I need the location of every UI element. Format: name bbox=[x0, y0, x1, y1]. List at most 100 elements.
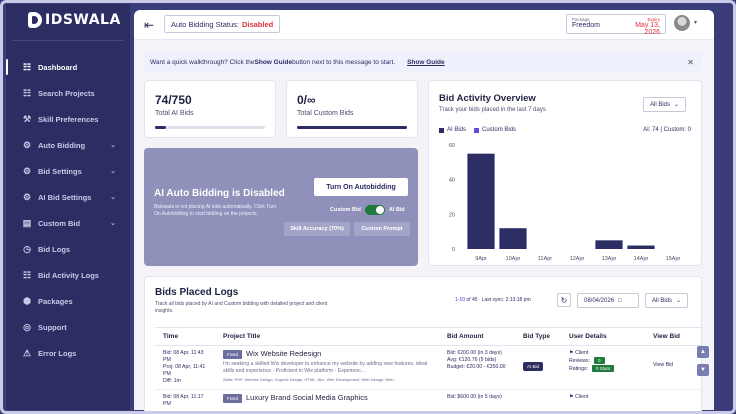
ai-bids-count: 74/750 bbox=[155, 93, 192, 107]
walkthrough-text-after: button next to this message to start. bbox=[292, 58, 396, 66]
sidebar-item-label: Dashboard bbox=[38, 62, 78, 72]
x-tick-label: 11Apr bbox=[538, 256, 552, 262]
project-skills: Skills: PHP, Website Design, Graphic Des… bbox=[223, 377, 397, 382]
sidebar-item-bid-activity-logs[interactable]: ☷ Bid Activity Logs bbox=[12, 262, 124, 288]
bid-mode-toggle[interactable] bbox=[364, 205, 385, 215]
chart-legend: AI Bids Custom Bids bbox=[439, 127, 516, 133]
sidebar-item-dashboard[interactable]: ☷ Dashboard bbox=[6, 54, 124, 80]
date-filter-input[interactable]: 08/04/2026 □ bbox=[577, 293, 639, 308]
flag-icon: ⚑ bbox=[569, 350, 574, 356]
bar-10Apr[interactable] bbox=[499, 228, 527, 249]
sidebar-item-packages[interactable]: ⬢ Packages bbox=[12, 288, 124, 314]
show-guide-link[interactable]: Show Guide bbox=[407, 58, 445, 66]
bid-type-badge: AI Bid bbox=[523, 362, 544, 371]
bid-average: Avg: €120.76 (9 bids) bbox=[447, 357, 497, 363]
bid-mode-toggle-row: Custom Bid AI Bid bbox=[330, 205, 405, 215]
scroll-down-button[interactable]: ▼ bbox=[697, 364, 709, 376]
project-title[interactable]: Wix Website Redesign bbox=[246, 349, 322, 358]
column-header[interactable]: Bid Amount bbox=[439, 327, 515, 346]
status-value: Disabled bbox=[241, 19, 274, 29]
y-tick-label: 60 bbox=[449, 143, 455, 149]
sidebar-item-bid-settings[interactable]: ⚙ Bid Settings ⌄ bbox=[12, 158, 124, 184]
view-bid-link[interactable]: View Bid bbox=[653, 362, 674, 368]
chevron-down-icon[interactable]: ▾ bbox=[694, 20, 698, 26]
package-label: Package bbox=[572, 17, 590, 22]
sidebar-item-skill-preferences[interactable]: ⚒ Skill Preferences bbox=[12, 106, 124, 132]
legend-ai-label: AI Bids bbox=[447, 127, 467, 133]
bar-13Apr[interactable] bbox=[595, 240, 623, 249]
refresh-icon[interactable]: ↻ bbox=[557, 293, 571, 307]
sidebar-item-label: Search Projects bbox=[38, 88, 95, 98]
table-row[interactable]: Bid: 08 Apr, 11:17 PM Fixed Luxury Brand S… bbox=[155, 389, 703, 413]
search-projects-icon: ☷ bbox=[22, 87, 32, 98]
custom-prompt-button[interactable]: Custom Prompt bbox=[354, 222, 410, 236]
sidebar-item-label: Custom Bid bbox=[38, 218, 81, 228]
custom-bids-stat-card: 0/∞ Total Custom Bids bbox=[286, 80, 418, 138]
avatar[interactable] bbox=[674, 15, 690, 31]
gear-icon: ⚙ bbox=[22, 191, 32, 202]
bar-9Apr[interactable] bbox=[467, 153, 495, 249]
column-header[interactable]: Project Title bbox=[215, 327, 439, 346]
sidebar-item-search-projects[interactable]: ☷ Search Projects bbox=[12, 80, 124, 106]
sidebar-item-support[interactable]: ◎ Support bbox=[12, 314, 124, 340]
collapse-menu-icon[interactable]: ⇤ bbox=[144, 18, 155, 32]
pagination-range: 1-10 bbox=[455, 297, 466, 303]
sidebar-item-label: Bid Settings bbox=[38, 166, 82, 176]
last-sync: Last sync: 2:13:18 pm bbox=[481, 297, 531, 303]
chevron-down-icon: ⌄ bbox=[110, 168, 116, 175]
table-row[interactable]: Bid: 08 Apr, 11:43 PM Proj: 08 Apr, 11:41… bbox=[155, 345, 703, 390]
dashboard-main: Want a quick walkthrough? Click the Show… bbox=[134, 40, 714, 414]
package-value: Freedom bbox=[572, 22, 601, 29]
column-header[interactable]: User Details bbox=[561, 327, 645, 346]
brand-logo[interactable]: IDSWALA bbox=[28, 12, 121, 28]
ai-bids-progress-fill bbox=[155, 126, 166, 129]
bid-activity-chart: 0 20 40 60 9Apr 10Apr 11Apr 12Apr 13Apr 14Apr 15Ap… bbox=[449, 143, 681, 262]
bid-time: Bid: 08 Apr, 11:43 PM bbox=[163, 350, 204, 363]
bar-14Apr[interactable] bbox=[627, 245, 655, 249]
sidebar-item-bid-logs[interactable]: ◷ Bid Logs bbox=[12, 236, 124, 262]
legend-custom-swatch bbox=[474, 127, 480, 133]
pagination-info: 1-10 of 45 Last sync: 2:13:18 pm bbox=[455, 297, 531, 303]
sidebar-item-label: Packages bbox=[38, 296, 73, 306]
walkthrough-text-before: Want a quick walkthrough? Click the bbox=[150, 58, 255, 66]
chevron-down-icon: ⌄ bbox=[110, 142, 116, 149]
close-icon[interactable]: ✕ bbox=[687, 57, 694, 67]
sidebar-item-auto-bidding[interactable]: ⚙ Auto Bidding ⌄ bbox=[12, 132, 124, 158]
bid-amount: Bid: $600.00 (in 5 days) bbox=[447, 394, 502, 400]
custom-bids-count: 0/∞ bbox=[297, 93, 316, 107]
bids-logs-card: Bids Placed Logs Track all bids placed b… bbox=[144, 276, 703, 414]
sidebar-item-custom-bid[interactable]: ▤ Custom Bid ⌄ bbox=[12, 210, 124, 236]
legend-custom-label: Custom Bids bbox=[482, 127, 517, 133]
project-time: Proj: 08 Apr, 11:41 PM bbox=[163, 364, 206, 377]
x-tick-label: 14Apr bbox=[634, 256, 649, 262]
scroll-up-button[interactable]: ▲ bbox=[697, 346, 709, 358]
tools-icon: ⚒ bbox=[22, 113, 32, 124]
custom-bids-progress-fill bbox=[297, 126, 407, 129]
ratings-badge: 0 Stars bbox=[592, 365, 615, 372]
legend-ai: AI Bids bbox=[439, 127, 466, 133]
logs-filter-value: All Bids bbox=[652, 297, 673, 304]
sidebar-item-ai-bid-settings[interactable]: ⚙ AI Bid Settings ⌄ bbox=[12, 184, 124, 210]
expiry-value: May 13, 2026 bbox=[635, 22, 660, 36]
sidebar-item-label: Error Logs bbox=[38, 348, 77, 358]
column-header[interactable]: View Bid bbox=[645, 327, 703, 346]
skill-accuracy-button[interactable]: Skill Accuracy (70%) bbox=[284, 222, 350, 236]
pagination-total: of 45 bbox=[465, 297, 478, 303]
column-header[interactable]: Time bbox=[155, 327, 215, 346]
expiry-label: Expiry bbox=[647, 17, 660, 22]
sidebar-item-error-logs[interactable]: ⚠ Error Logs bbox=[12, 340, 124, 366]
chart-filter-select[interactable]: All Bids ⌄ bbox=[643, 97, 687, 112]
turn-on-autobidding-button[interactable]: Turn On Autobidding bbox=[314, 178, 408, 196]
sidebar-menu: ☷ Dashboard ☷ Search Projects ⚒ Skill Prefere… bbox=[6, 54, 124, 366]
reviews-label: Reviews: bbox=[569, 358, 591, 364]
ratings-label: Ratings: bbox=[569, 366, 589, 372]
project-title[interactable]: Luxury Brand Social Media Graphics bbox=[246, 393, 368, 402]
project-type-tag: Fixed bbox=[223, 394, 243, 403]
chart-summary: AI: 74 | Custom: 0 bbox=[643, 127, 691, 133]
time-diff: Diff: 1m bbox=[163, 378, 181, 384]
column-header[interactable]: Bid Type bbox=[515, 327, 561, 346]
x-tick-label: 15Apr bbox=[666, 256, 681, 262]
client-label: Client bbox=[575, 350, 589, 356]
logs-filter-select[interactable]: All Bids ⌄ bbox=[645, 293, 689, 308]
sidebar-item-label: Bid Logs bbox=[38, 244, 71, 254]
